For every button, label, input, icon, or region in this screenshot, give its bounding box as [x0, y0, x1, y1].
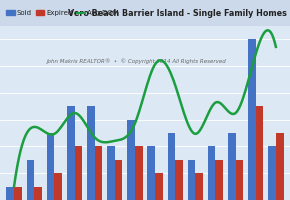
Text: Vero Beach Barrier Island - Single Family Homes: Vero Beach Barrier Island - Single Famil… — [68, 8, 287, 18]
Bar — [6, 187, 14, 200]
Bar — [155, 173, 163, 200]
Bar — [67, 106, 75, 200]
Bar — [34, 187, 42, 200]
Bar — [248, 39, 256, 200]
Bar — [256, 106, 263, 200]
Bar — [55, 173, 62, 200]
Bar — [276, 133, 284, 200]
Bar — [87, 106, 95, 200]
Bar — [188, 160, 195, 200]
Bar — [27, 160, 34, 200]
Bar — [195, 173, 203, 200]
Bar — [115, 160, 122, 200]
Bar — [107, 146, 115, 200]
Bar — [14, 187, 22, 200]
Bar — [235, 160, 243, 200]
Bar — [208, 146, 215, 200]
Bar — [268, 146, 276, 200]
Bar — [147, 146, 155, 200]
Bar — [168, 133, 175, 200]
Bar — [228, 133, 236, 200]
Legend: Sold, Expired, Avg DOM: Sold, Expired, Avg DOM — [3, 7, 122, 19]
Bar — [47, 133, 55, 200]
Bar — [215, 160, 223, 200]
Bar — [127, 120, 135, 200]
Bar — [175, 160, 183, 200]
Bar — [75, 146, 82, 200]
Bar — [135, 146, 143, 200]
Bar — [95, 146, 102, 200]
Text: John Makris REALTOR®  •  © Copyright 2014 All Rights Reserved: John Makris REALTOR® • © Copyright 2014 … — [46, 58, 226, 64]
